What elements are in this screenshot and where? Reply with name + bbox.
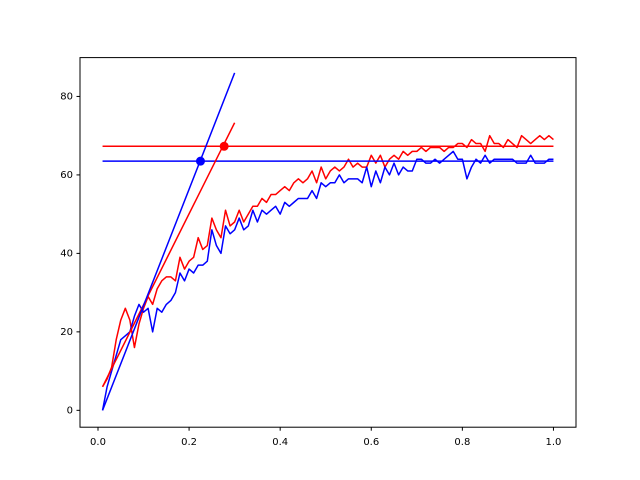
- x-tick-label: 0.0: [90, 437, 106, 448]
- series-line: [101, 134, 554, 388]
- plot-area: [101, 72, 554, 411]
- y-tick-label: 80: [60, 91, 73, 102]
- series-line: [101, 72, 236, 411]
- series-line: [101, 122, 236, 388]
- y-tick-label: 20: [60, 327, 73, 338]
- y-tick-label: 40: [60, 248, 73, 259]
- axes-frame: [79, 57, 577, 428]
- y-tick-label: 0: [67, 405, 73, 416]
- x-tick-label: 0.2: [181, 437, 197, 448]
- x-tick-label: 0.8: [454, 437, 470, 448]
- x-tick-label: 1.0: [546, 437, 562, 448]
- point: [195, 156, 205, 166]
- x-tick-label: 0.6: [363, 437, 379, 448]
- y-tick-label: 60: [60, 170, 73, 181]
- point: [219, 141, 229, 151]
- x-tick-label: 0.4: [272, 437, 288, 448]
